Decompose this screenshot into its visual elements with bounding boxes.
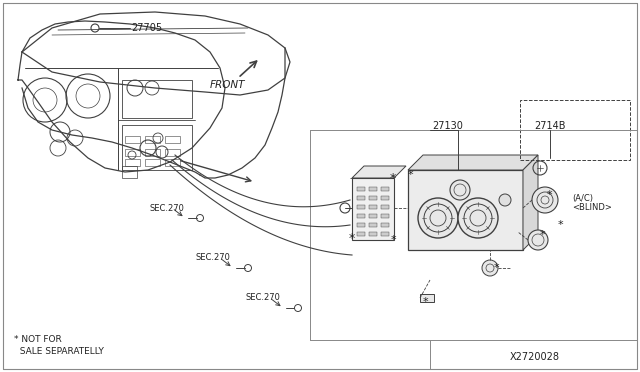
Bar bbox=[125, 149, 140, 156]
Bar bbox=[145, 159, 160, 166]
Text: *: * bbox=[349, 231, 355, 244]
Text: *: * bbox=[557, 220, 563, 230]
Bar bbox=[369, 205, 377, 209]
Circle shape bbox=[450, 180, 470, 200]
Bar bbox=[165, 136, 180, 143]
Bar bbox=[122, 125, 192, 170]
Text: *: * bbox=[494, 263, 500, 273]
Bar bbox=[122, 166, 137, 178]
Bar bbox=[381, 196, 389, 200]
Bar bbox=[125, 136, 140, 143]
Bar bbox=[369, 196, 377, 200]
Bar bbox=[357, 205, 365, 209]
Bar bbox=[122, 80, 192, 118]
Circle shape bbox=[418, 198, 458, 238]
Polygon shape bbox=[352, 166, 406, 178]
Text: SALE SEPARATELLY: SALE SEPARATELLY bbox=[14, 347, 104, 356]
Bar bbox=[381, 214, 389, 218]
Polygon shape bbox=[523, 155, 538, 250]
Text: *: * bbox=[546, 190, 552, 200]
Bar bbox=[357, 223, 365, 227]
Circle shape bbox=[532, 187, 558, 213]
Text: SEC.270: SEC.270 bbox=[246, 294, 281, 302]
Bar bbox=[369, 232, 377, 236]
Text: SEC.270: SEC.270 bbox=[196, 253, 231, 263]
Bar bbox=[145, 149, 160, 156]
Bar bbox=[381, 223, 389, 227]
Bar bbox=[165, 159, 180, 166]
Text: *: * bbox=[407, 170, 413, 180]
Bar bbox=[357, 196, 365, 200]
Text: FRONT: FRONT bbox=[210, 80, 246, 90]
Text: <BLIND>: <BLIND> bbox=[572, 202, 612, 212]
Text: *: * bbox=[539, 230, 545, 240]
Text: 27705: 27705 bbox=[131, 23, 162, 33]
Text: *: * bbox=[390, 235, 396, 245]
Bar bbox=[357, 232, 365, 236]
Text: (A/C): (A/C) bbox=[572, 193, 593, 202]
Bar bbox=[420, 294, 434, 302]
Bar bbox=[352, 178, 394, 240]
Circle shape bbox=[528, 230, 548, 250]
Bar bbox=[520, 100, 630, 160]
Text: SEC.270: SEC.270 bbox=[150, 203, 185, 212]
Text: * NOT FOR: * NOT FOR bbox=[14, 336, 61, 344]
Bar bbox=[408, 170, 523, 250]
Bar bbox=[381, 205, 389, 209]
Text: X2720028: X2720028 bbox=[510, 352, 560, 362]
Bar bbox=[125, 159, 140, 166]
Bar bbox=[369, 214, 377, 218]
Bar bbox=[357, 187, 365, 191]
Text: 27130: 27130 bbox=[432, 121, 463, 131]
Bar bbox=[369, 223, 377, 227]
Circle shape bbox=[458, 198, 498, 238]
Bar bbox=[165, 149, 180, 156]
Circle shape bbox=[499, 194, 511, 206]
Text: *: * bbox=[390, 171, 396, 185]
Text: *: * bbox=[422, 297, 428, 307]
Bar bbox=[369, 187, 377, 191]
Bar bbox=[381, 232, 389, 236]
Circle shape bbox=[482, 260, 498, 276]
Polygon shape bbox=[408, 155, 538, 170]
Text: 2714B: 2714B bbox=[534, 121, 566, 131]
Bar bbox=[145, 136, 160, 143]
Bar bbox=[381, 187, 389, 191]
Bar bbox=[357, 214, 365, 218]
